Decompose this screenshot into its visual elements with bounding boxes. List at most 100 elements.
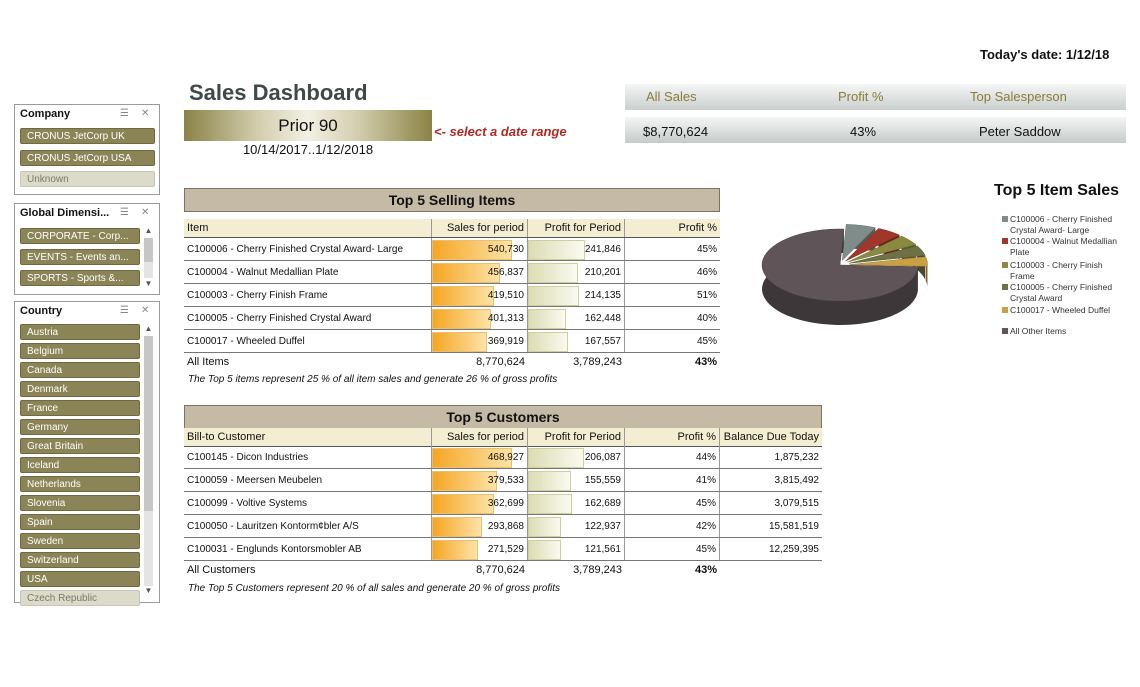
slicer-title: Country (20, 305, 63, 317)
slicer-item[interactable]: France (20, 400, 140, 416)
clear-filter-icon[interactable]: ✕ (141, 108, 150, 119)
slicer-item[interactable]: Belgium (20, 343, 140, 359)
scroll-up-icon[interactable]: ▲ (144, 324, 153, 333)
scroll-thumb[interactable] (144, 238, 153, 262)
clear-filter-icon[interactable]: ✕ (141, 305, 150, 316)
col-header-profit-pct: Profit % (678, 222, 717, 234)
sales-data-bar (432, 448, 512, 468)
table-row: C100003 - Cherry Finish Frame 419,510 214,… (184, 284, 720, 307)
kpi-label-profit-pct: Profit % (838, 89, 884, 104)
scroll-down-icon[interactable]: ▼ (144, 586, 153, 595)
slicer-scrollbar[interactable]: ▲ ▼ (143, 302, 154, 602)
slicer-item[interactable]: CRONUS JetCorp USA (20, 150, 155, 166)
pie-chart-title: Top 5 Item Sales (994, 182, 1120, 199)
legend-item: C100004 - Walnut Medallian Plate (1002, 236, 1120, 258)
row-sales: 379,533 (432, 469, 528, 491)
sales-data-bar (432, 332, 487, 352)
sales-data-bar (432, 471, 497, 491)
row-name: C100004 - Walnut Medallian Plate (184, 261, 432, 283)
legend-swatch (1002, 328, 1008, 334)
date-range-label: Prior 90 (278, 115, 338, 135)
slicer-item[interactable]: CORPORATE - Corp... (20, 228, 140, 244)
profit-data-bar (528, 517, 561, 537)
legend-swatch (1002, 284, 1008, 290)
page-title: Sales Dashboard (189, 80, 368, 105)
table-row: C100006 - Cherry Finished Crystal Award-… (184, 238, 720, 261)
kpi-label-top-salesperson: Top Salesperson (970, 89, 1067, 104)
row-name: C100003 - Cherry Finish Frame (184, 284, 432, 306)
pie-slice[interactable] (847, 235, 917, 263)
slicer-item[interactable]: CRONUS JetCorp UK (20, 128, 155, 144)
slicer-item[interactable]: Spain (20, 514, 140, 530)
row-balance: 15,581,519 (768, 521, 819, 532)
row-profit-pct: 42% (625, 515, 720, 537)
customers-table-title: Top 5 Customers (184, 405, 822, 429)
row-profit-pct: 45% (625, 538, 720, 560)
scroll-thumb[interactable] (144, 336, 153, 511)
pie-slice[interactable] (845, 228, 901, 262)
pie-slice[interactable] (849, 256, 928, 267)
slicer-item[interactable]: Denmark (20, 381, 140, 397)
slicer-item[interactable]: Sweden (20, 533, 140, 549)
kpi-value-all-sales: $8,770,624 (643, 124, 709, 139)
pie-slice[interactable] (761, 228, 919, 302)
items-summary-note: The Top 5 items represent 25 % of all it… (188, 374, 558, 385)
customers-total-row: All Customers 8,770,624 3,789,243 43% (184, 564, 822, 576)
slicer-item[interactable]: SPORTS - Sports &... (20, 270, 140, 286)
col-header-profit: Profit for Period (528, 428, 625, 446)
profit-data-bar (528, 540, 561, 560)
profit-data-bar (528, 240, 585, 260)
customers-summary-note: The Top 5 Customers represent 20 % of al… (188, 583, 561, 594)
col-header-sales: Sales for period (432, 428, 528, 446)
multi-select-icon[interactable]: ☰ (120, 305, 129, 316)
kpi-label-all-sales: All Sales (646, 89, 697, 104)
scroll-up-icon[interactable]: ▲ (144, 226, 153, 235)
pie-slice[interactable] (841, 224, 876, 262)
sales-data-bar (432, 540, 478, 560)
scroll-down-icon[interactable]: ▼ (144, 279, 153, 288)
total-profit-pct: 43% (694, 564, 717, 576)
kpi-header-band: All Sales Profit % Top Salesperson (625, 84, 1126, 110)
dimension-slicer: Global Dimensi... ☰ ✕ CORPORATE - Corp..… (14, 203, 160, 295)
slicer-item[interactable]: USA (20, 571, 140, 587)
slicer-item[interactable]: Iceland (20, 457, 140, 473)
row-profit-pct: 44% (625, 446, 720, 468)
date-range-button[interactable]: Prior 90 (184, 110, 432, 141)
row-name: C100017 - Wheeled Duffel (184, 330, 432, 352)
total-profit-pct: 43% (694, 356, 717, 368)
sales-data-bar (432, 286, 494, 306)
slicer-item[interactable]: Germany (20, 419, 140, 435)
total-label: All Items (187, 356, 230, 368)
row-sales: 293,868 (432, 515, 528, 537)
slicer-item[interactable]: Slovenia (20, 495, 140, 511)
slicer-title: Company (20, 108, 71, 120)
date-range-hint: <- select a date range (434, 124, 567, 139)
row-profit-pct: 45% (625, 492, 720, 514)
slicer-item[interactable]: Czech Republic (20, 590, 140, 606)
pie-slice[interactable] (848, 245, 926, 264)
table-row: C100004 - Walnut Medallian Plate 456,837 2… (184, 261, 720, 284)
sales-data-bar (432, 263, 500, 283)
slicer-item[interactable]: Canada (20, 362, 140, 378)
slicer-item[interactable]: EVENTS - Events an... (20, 249, 140, 265)
multi-select-icon[interactable]: ☰ (120, 108, 129, 119)
profit-data-bar (528, 332, 568, 352)
row-profit: 210,201 (528, 261, 625, 283)
total-label: All Customers (187, 564, 256, 576)
col-header-item: Item (184, 219, 432, 237)
row-balance: 3,079,515 (774, 498, 820, 509)
slicer-item[interactable]: Great Britain (20, 438, 140, 454)
row-profit: 167,557 (528, 330, 625, 352)
row-profit-pct: 40% (696, 313, 717, 324)
clear-filter-icon[interactable]: ✕ (141, 207, 150, 218)
items-table-header: Item Sales for period Profit for Period … (184, 219, 720, 238)
slicer-item[interactable]: Switzerland (20, 552, 140, 568)
slicer-item[interactable]: Unknown (20, 171, 155, 187)
row-profit-pct: 41% (625, 469, 720, 491)
slicer-scrollbar[interactable]: ▲ ▼ (143, 204, 154, 294)
multi-select-icon[interactable]: ☰ (120, 207, 129, 218)
profit-data-bar (528, 286, 579, 306)
slicer-item[interactable]: Austria (20, 324, 140, 340)
slicer-item[interactable]: Netherlands (20, 476, 140, 492)
sales-data-bar (432, 240, 512, 260)
